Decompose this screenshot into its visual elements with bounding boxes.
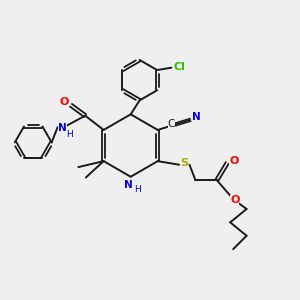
Text: O: O [229,156,239,167]
Text: N: N [124,180,133,190]
Text: N: N [192,112,201,122]
Text: O: O [60,97,69,107]
Text: O: O [230,195,239,205]
Text: Cl: Cl [174,62,186,72]
Text: H: H [66,130,73,140]
Text: C: C [168,119,175,129]
Text: S: S [181,158,188,168]
Text: H: H [134,185,141,194]
Text: N: N [58,124,67,134]
